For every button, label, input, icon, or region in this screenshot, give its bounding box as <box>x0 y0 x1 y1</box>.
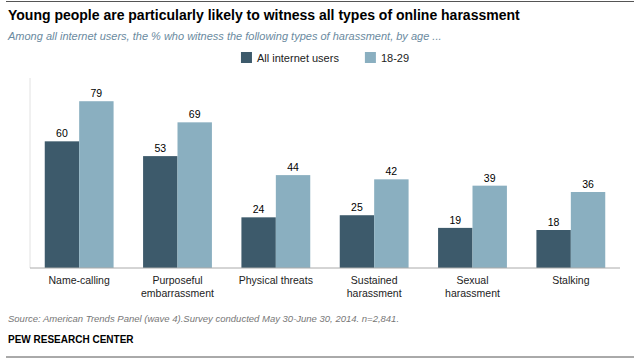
legend-item: 18-29 <box>365 52 409 64</box>
data-label: 39 <box>484 172 496 184</box>
bars <box>45 101 606 268</box>
y-axis-line <box>30 78 31 268</box>
subtitle: Among all internet users, the % who witn… <box>7 30 442 42</box>
x-tick-label: Purposefulembarrassment <box>141 274 214 299</box>
bar <box>473 186 507 268</box>
top-rule <box>6 1 634 2</box>
bottom-rule <box>6 357 634 358</box>
data-label: 53 <box>154 142 166 154</box>
x-tick-label: Name-calling <box>49 274 110 286</box>
footer: PEW RESEARCH CENTER <box>8 334 134 345</box>
legend-label: 18-29 <box>381 52 409 64</box>
bar <box>536 230 570 268</box>
title: Young people are particularly likely to … <box>8 7 520 23</box>
data-label: 42 <box>386 165 398 177</box>
bar <box>438 228 472 268</box>
x-tick-label: Sexualharassment <box>445 274 500 299</box>
bar <box>45 141 79 268</box>
data-label: 69 <box>189 108 201 120</box>
chart-container: Young people are particularly likely to … <box>0 0 640 361</box>
legend-item: All internet users <box>241 52 339 64</box>
bar <box>79 101 113 268</box>
x-tick-label: Physical threats <box>239 274 313 286</box>
bar <box>571 192 605 268</box>
bar <box>340 215 374 268</box>
legend: All internet users 18-29 <box>241 52 409 64</box>
bar <box>241 217 275 268</box>
legend-swatch <box>241 52 252 63</box>
data-label: 19 <box>449 214 461 226</box>
data-label: 36 <box>582 178 594 190</box>
bar <box>178 122 212 268</box>
chart: Young people are particularly likely to … <box>0 0 640 361</box>
legend-label: All internet users <box>257 52 339 64</box>
data-labels: 60 53 24 25 19 18 79 69 44 42 39 36 <box>56 87 594 228</box>
data-label: 24 <box>253 203 265 215</box>
data-label: 25 <box>351 201 363 213</box>
x-tick-label: Sustainedharassment <box>347 274 402 299</box>
data-label: 44 <box>287 161 299 173</box>
legend-swatch <box>365 52 376 63</box>
source-note: Source: American Trends Panel (wave 4).S… <box>8 313 399 324</box>
x-axis-line <box>30 268 620 269</box>
bar <box>374 179 408 268</box>
bar <box>143 156 177 268</box>
data-label: 60 <box>56 127 68 139</box>
data-label: 18 <box>548 216 560 228</box>
bar <box>276 175 310 268</box>
data-label: 79 <box>91 87 103 99</box>
x-tick-label: Stalking <box>552 274 590 286</box>
